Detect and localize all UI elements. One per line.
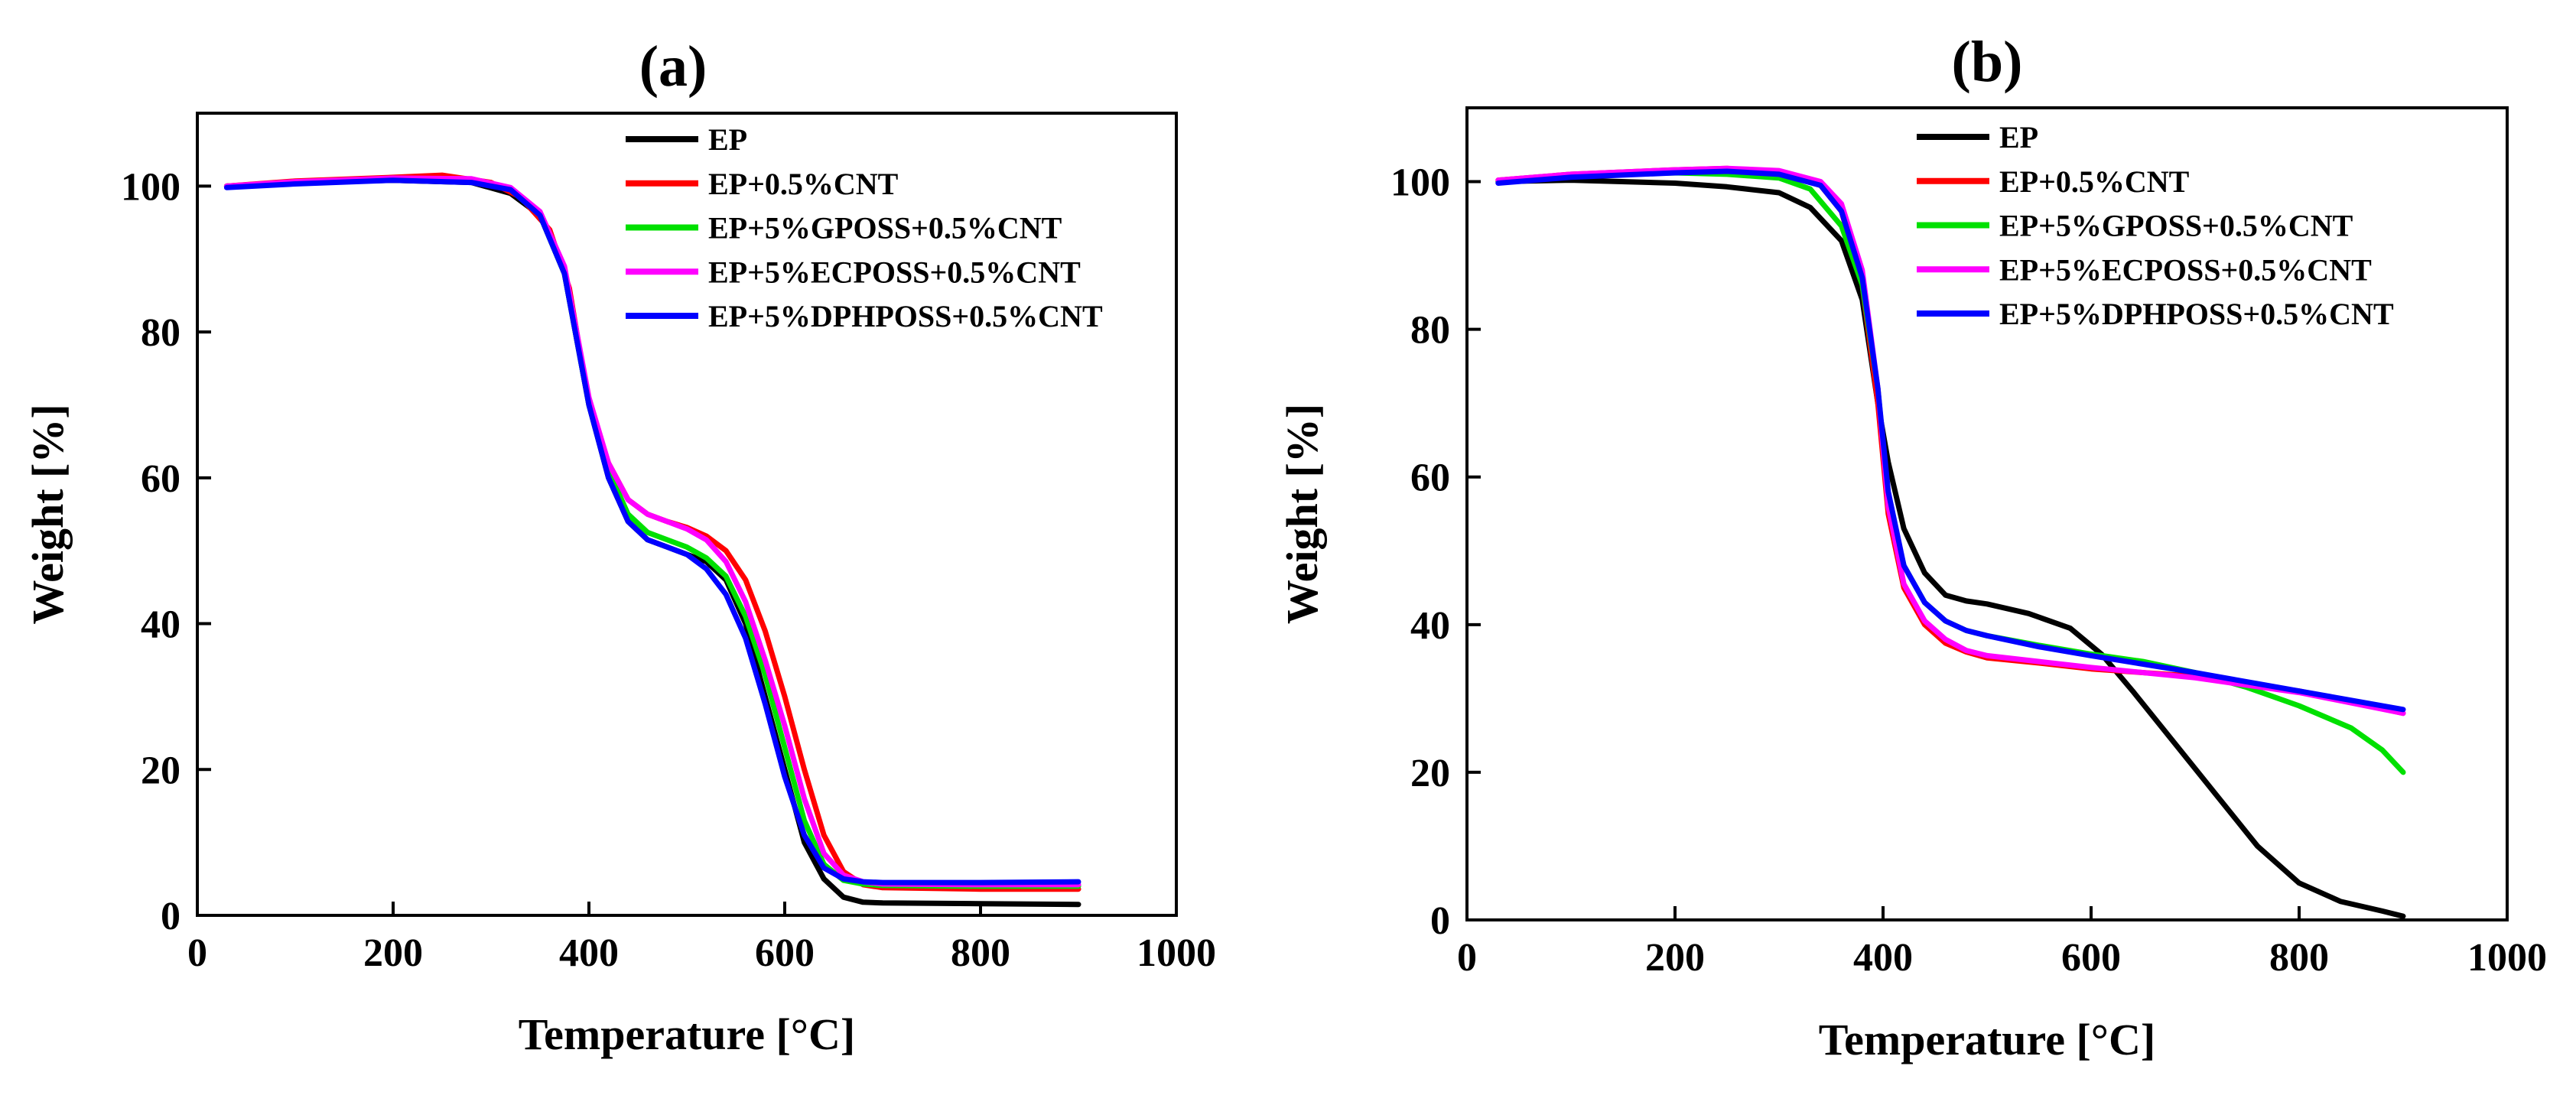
panel-a-x-tick-label: 400 [559, 931, 619, 975]
panel-b-plot-frame [1465, 106, 2509, 921]
panel-a-title: (a) [639, 34, 707, 99]
panel-a-legend-label: EP+0.5%CNT [708, 167, 899, 201]
panel-b-legend-label: EP+5%DPHPOSS+0.5%CNT [1999, 297, 2394, 331]
panel-b-y-tick-label: 0 [1430, 899, 1450, 943]
panel-a-y-tick-label: 100 [121, 165, 181, 209]
panel-a-y-tick-label: 80 [141, 311, 181, 355]
panel-b-series-line-4 [1495, 168, 2406, 713]
panel-a-y-axis-title: Weight [%] [23, 404, 73, 624]
panel-b-group: (b) 0 200 400 600 800 1000 0 20 40 60 80 100 Temperat… [1277, 30, 2547, 1064]
panel-a-x-tick-label: 200 [363, 931, 423, 975]
panel-b-x-tick-label: 600 [2061, 936, 2121, 980]
panel-b-series-line-1 [1495, 165, 2406, 717]
panel-b-x-axis-title: Temperature [°C] [1819, 1015, 2155, 1064]
panel-b-legend-label: EP [1999, 120, 2038, 154]
panel-a-legend-label: EP [708, 122, 747, 157]
panel-a-y-tick-label: 0 [161, 895, 181, 938]
panel-b-x-tick-label: 200 [1645, 936, 1705, 980]
panel-b-y-tick-label: 100 [1390, 161, 1450, 205]
panel-a-x-axis-title: Temperature [°C] [519, 1009, 855, 1059]
panel-a-y-tick-label: 40 [141, 603, 181, 647]
panel-b-x-tick-label: 400 [1853, 936, 1913, 980]
panel-a-x-tick-label: 0 [187, 931, 207, 975]
panel-a-x-tick-label: 800 [951, 931, 1010, 975]
panel-a-legend-label: EP+5%DPHPOSS+0.5%CNT [708, 299, 1103, 333]
panel-b-y-tick-label: 20 [1410, 752, 1450, 795]
panel-b-legend-label: EP+5%GPOSS+0.5%CNT [1999, 209, 2353, 243]
panel-b-legend-label: EP+5%ECPOSS+0.5%CNT [1999, 252, 2372, 287]
panel-b-series-line-0 [1495, 177, 2406, 919]
panel-a-series-line-4 [223, 177, 1081, 886]
panel-b-x-tick-label: 1000 [2467, 936, 2547, 980]
panel-b-y-tick-label: 80 [1410, 309, 1450, 353]
panel-b-y-tick-label: 60 [1410, 457, 1450, 500]
panel-b-legend-label: EP+0.5%CNT [1999, 164, 2190, 199]
panel-a-plot-frame [196, 112, 1178, 917]
panel-a-y-tick-label: 20 [141, 749, 181, 792]
panel-b-y-tick-label: 40 [1410, 604, 1450, 648]
panel-b-title: (b) [1952, 30, 2023, 94]
panel-a-x-tick-label: 600 [755, 931, 815, 975]
panel-a-legend-label: EP+5%GPOSS+0.5%CNT [708, 211, 1062, 245]
panel-b-x-tick-label: 800 [2269, 936, 2329, 980]
panel-a-legend: EP EP+0.5%CNT EP+5%GPOSS+0.5%CNT EP+5%ECPOS… [626, 122, 1103, 333]
panel-b-series-line-3 [1495, 165, 2406, 717]
panel-b-y-axis-title: Weight [%] [1277, 404, 1327, 624]
panel-b-legend: EP EP+0.5%CNT EP+5%GPOSS+0.5%CNT EP+5%ECPOS… [1917, 120, 2394, 331]
panel-a-y-tick-label: 60 [141, 457, 181, 501]
panel-a-group: (a) 0 200 400 600 800 1000 0 20 40 60 80 100 Temperat… [23, 34, 1216, 1059]
panel-b-x-tick-label: 0 [1457, 936, 1477, 980]
panel-a-legend-label: EP+5%ECPOSS+0.5%CNT [708, 255, 1081, 289]
panel-a-x-tick-label: 1000 [1137, 931, 1216, 975]
